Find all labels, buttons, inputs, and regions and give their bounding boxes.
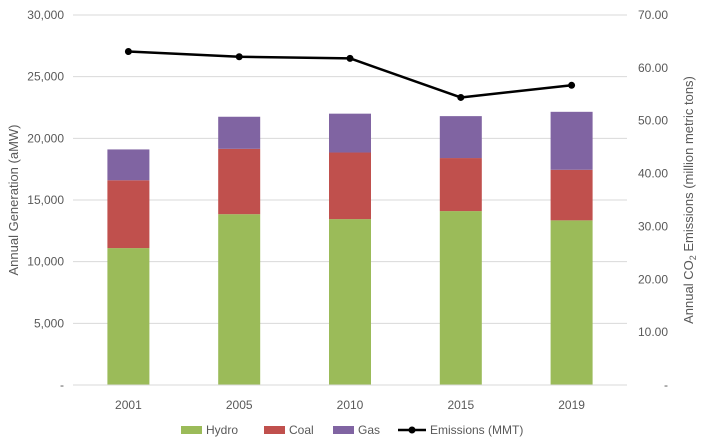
emissions-line-series (124, 47, 576, 101)
y2-tick-label: 10.00 (638, 325, 668, 339)
bar-gas-2010 (329, 113, 371, 153)
x-tick-label: 2001 (115, 398, 142, 412)
y-axis-title: Annual Generation (aMW) (6, 124, 21, 275)
bar-coal-2010 (329, 152, 371, 220)
bar-gas-2005 (218, 116, 261, 149)
y2-tick-label: 30.00 (638, 219, 668, 233)
bar-coal-2015 (439, 158, 482, 212)
bar-hydro-2001 (107, 248, 150, 385)
legend-label: Coal (289, 423, 314, 437)
y-tick-label: 30,000 (27, 8, 64, 22)
legend-label: Emissions (MMT) (430, 423, 523, 437)
bar-hydro-2015 (439, 211, 482, 385)
y-tick-label: 10,000 (27, 255, 64, 269)
y2-axis-title-before: Annual CO (681, 260, 696, 324)
x-axis-ticks: 2001 2005 2010 2015 2019 (115, 398, 585, 412)
y-tick-label: 25,000 (27, 70, 64, 84)
left-axis-ticks: - 5,000 10,000 15,000 20,000 25,000 30,000 (27, 8, 64, 392)
y-tick-label: 5,000 (34, 316, 64, 330)
y-tick-label: 15,000 (27, 193, 64, 207)
y2-axis-title: Annual CO2 Emissions (million metric ton… (681, 76, 698, 324)
emissions-point (124, 47, 132, 55)
bar-gas-2015 (439, 116, 482, 159)
emissions-point (568, 81, 576, 89)
bar-coal-2001 (107, 180, 150, 249)
bar-coal-2019 (550, 169, 593, 221)
bar-gas-2019 (550, 111, 593, 170)
legend: Hydro Coal Gas Emissions (MMT) (181, 423, 523, 437)
bar-hydro-2019 (550, 220, 593, 385)
emissions-point (235, 53, 243, 61)
emissions-point (457, 93, 465, 101)
legend-label: Gas (358, 423, 380, 437)
y2-axis-title-sub: 2 (688, 255, 698, 260)
y2-tick-label: 70.00 (638, 8, 668, 22)
y2-tick-label: 40.00 (638, 167, 668, 181)
legend-label: Hydro (206, 423, 238, 437)
bar-coal-2005 (218, 148, 261, 215)
y2-tick-label: 60.00 (638, 61, 668, 75)
bar-hydro-2005 (218, 214, 261, 385)
x-tick-label: 2005 (226, 398, 253, 412)
legend-swatch-hydro (181, 426, 202, 434)
x-tick-label: 2019 (558, 398, 585, 412)
y-tick-label: 20,000 (27, 131, 64, 145)
stacked-bars (107, 111, 593, 385)
bar-gas-2001 (107, 149, 150, 181)
bar-hydro-2010 (329, 219, 371, 385)
y2-tick-label: 20.00 (638, 272, 668, 286)
legend-swatch-coal (264, 426, 285, 434)
y-tick-label: - (60, 378, 64, 392)
x-tick-label: 2015 (447, 398, 474, 412)
y2-tick-label: 50.00 (638, 114, 668, 128)
y2-axis-title-after: Emissions (million metric tons) (681, 76, 696, 255)
legend-swatch-gas (333, 426, 354, 434)
right-axis-ticks: - 10.00 20.00 30.00 40.00 50.00 60.00 70.00 (638, 8, 668, 392)
legend-marker-emissions (408, 426, 416, 434)
y2-tick-label: - (664, 378, 668, 392)
x-tick-label: 2010 (337, 398, 364, 412)
emissions-point (346, 54, 354, 62)
